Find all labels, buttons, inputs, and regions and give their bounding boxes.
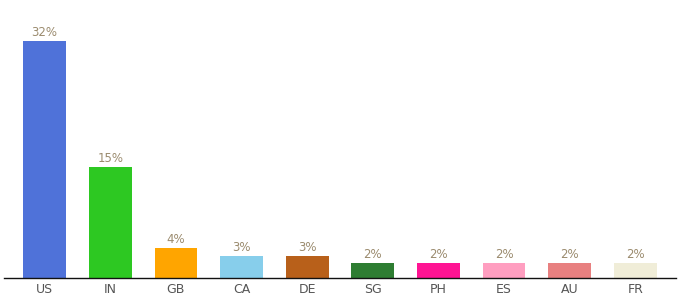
- Bar: [417, 263, 460, 278]
- Text: 2%: 2%: [560, 248, 579, 261]
- Text: 2%: 2%: [495, 248, 513, 261]
- Text: 3%: 3%: [298, 241, 316, 254]
- Bar: [286, 256, 328, 278]
- Bar: [483, 263, 526, 278]
- Bar: [614, 263, 657, 278]
- Bar: [89, 167, 131, 278]
- Bar: [549, 263, 591, 278]
- Text: 3%: 3%: [233, 241, 251, 254]
- Text: 2%: 2%: [626, 248, 645, 261]
- Bar: [220, 256, 263, 278]
- Text: 15%: 15%: [97, 152, 123, 165]
- Bar: [23, 41, 66, 278]
- Text: 32%: 32%: [31, 26, 58, 39]
- Text: 2%: 2%: [364, 248, 382, 261]
- Bar: [154, 248, 197, 278]
- Text: 2%: 2%: [429, 248, 448, 261]
- Text: 4%: 4%: [167, 233, 185, 246]
- Bar: [352, 263, 394, 278]
